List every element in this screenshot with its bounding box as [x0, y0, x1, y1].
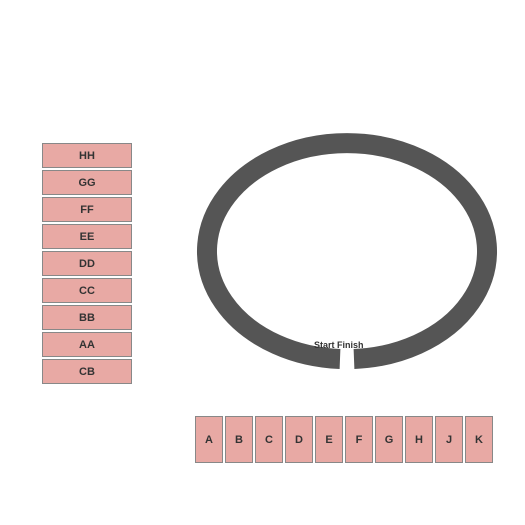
- section-label: FF: [80, 204, 93, 216]
- section-label: HH: [79, 150, 95, 162]
- seating-section-ee[interactable]: EE: [42, 224, 132, 249]
- seating-section-cc[interactable]: CC: [42, 278, 132, 303]
- seating-section-c[interactable]: C: [255, 416, 283, 463]
- seating-section-hh[interactable]: HH: [42, 143, 132, 168]
- seating-section-aa[interactable]: AA: [42, 332, 132, 357]
- race-track: [192, 128, 502, 375]
- section-label: K: [475, 434, 483, 446]
- seating-section-h[interactable]: H: [405, 416, 433, 463]
- bottom-sections-group: A B C D E F G H J K: [195, 416, 493, 463]
- seating-section-e[interactable]: E: [315, 416, 343, 463]
- seating-section-cb[interactable]: CB: [42, 359, 132, 384]
- seating-section-g[interactable]: G: [375, 416, 403, 463]
- seating-section-dd[interactable]: DD: [42, 251, 132, 276]
- section-label: H: [415, 434, 423, 446]
- seating-section-f[interactable]: F: [345, 416, 373, 463]
- seating-section-j[interactable]: J: [435, 416, 463, 463]
- section-label: J: [446, 434, 452, 446]
- section-label: G: [385, 434, 394, 446]
- section-label: BB: [79, 312, 95, 324]
- section-label: CB: [79, 366, 95, 378]
- track-oval-path: [207, 143, 487, 359]
- seating-section-b[interactable]: B: [225, 416, 253, 463]
- start-finish-label: Start Finish: [314, 340, 364, 350]
- seating-section-a[interactable]: A: [195, 416, 223, 463]
- section-label: GG: [78, 177, 95, 189]
- section-label: E: [325, 434, 332, 446]
- section-label: CC: [79, 285, 95, 297]
- section-label: B: [235, 434, 243, 446]
- section-label: F: [356, 434, 363, 446]
- seating-section-k[interactable]: K: [465, 416, 493, 463]
- section-label: D: [295, 434, 303, 446]
- section-label: EE: [80, 231, 95, 243]
- seating-section-d[interactable]: D: [285, 416, 313, 463]
- seating-section-ff[interactable]: FF: [42, 197, 132, 222]
- seating-section-bb[interactable]: BB: [42, 305, 132, 330]
- seating-section-gg[interactable]: GG: [42, 170, 132, 195]
- section-label: C: [265, 434, 273, 446]
- left-sections-group: HH GG FF EE DD CC BB AA CB: [42, 143, 132, 384]
- section-label: DD: [79, 258, 95, 270]
- section-label: AA: [79, 339, 95, 351]
- section-label: A: [205, 434, 213, 446]
